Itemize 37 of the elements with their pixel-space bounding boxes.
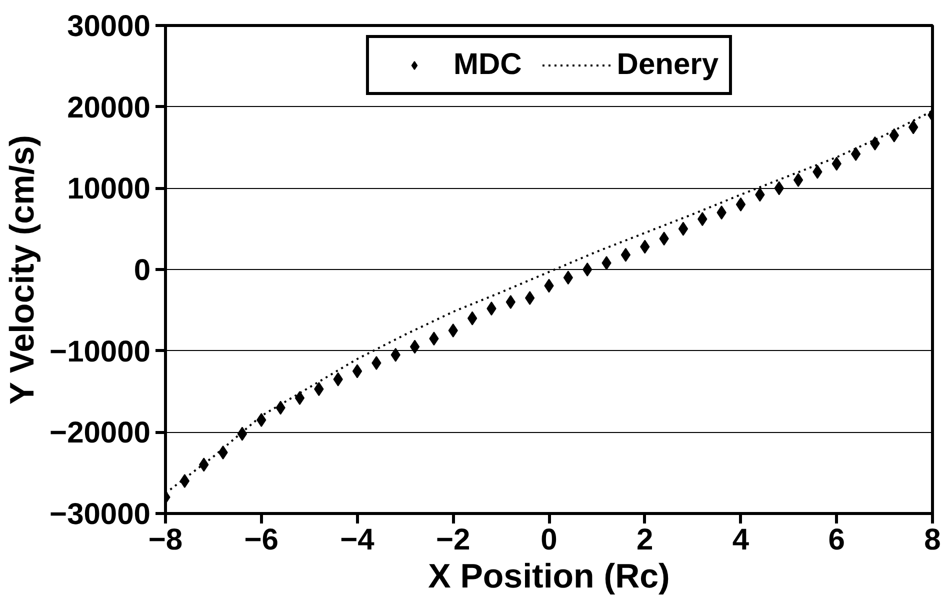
point bbox=[524, 290, 535, 305]
point bbox=[563, 270, 574, 285]
point bbox=[410, 340, 420, 354]
y-tick-label: −10000 bbox=[50, 335, 151, 368]
x-tick-label: 6 bbox=[828, 524, 845, 556]
point bbox=[218, 446, 228, 460]
y-tick-label: 20000 bbox=[67, 91, 151, 124]
y-tick-label: 30000 bbox=[67, 10, 151, 43]
x-tick-label: 0 bbox=[540, 524, 558, 556]
point bbox=[678, 222, 688, 236]
x-tick-label: −4 bbox=[340, 524, 375, 556]
x-tick-label: −2 bbox=[436, 524, 470, 556]
y-axis-title: Y Velocity (cm/s) bbox=[4, 135, 42, 405]
point bbox=[294, 391, 305, 406]
x-tick-label: 2 bbox=[636, 524, 654, 556]
point bbox=[448, 324, 458, 338]
point bbox=[736, 197, 746, 212]
point bbox=[180, 474, 190, 488]
x-axis-title: X Position (Rc) bbox=[428, 558, 670, 596]
point bbox=[793, 173, 804, 188]
legend-label: MDC bbox=[453, 48, 522, 82]
point bbox=[237, 426, 248, 441]
y-tick-label: 0 bbox=[134, 254, 151, 287]
point bbox=[908, 120, 918, 134]
point bbox=[352, 364, 362, 378]
point bbox=[582, 262, 592, 276]
x-tick-label: 4 bbox=[732, 524, 750, 556]
y-tick-label: 10000 bbox=[67, 172, 151, 206]
point bbox=[850, 147, 861, 162]
point bbox=[467, 311, 478, 326]
x-tick-label: 8 bbox=[924, 524, 941, 556]
x-tick-label: −8 bbox=[148, 524, 183, 556]
legend-label: Denery bbox=[616, 48, 719, 82]
y-tick-label: −30000 bbox=[50, 498, 151, 531]
point bbox=[620, 248, 631, 262]
x-tick-label: −6 bbox=[244, 524, 278, 556]
y-tick-label: −20000 bbox=[50, 416, 151, 450]
